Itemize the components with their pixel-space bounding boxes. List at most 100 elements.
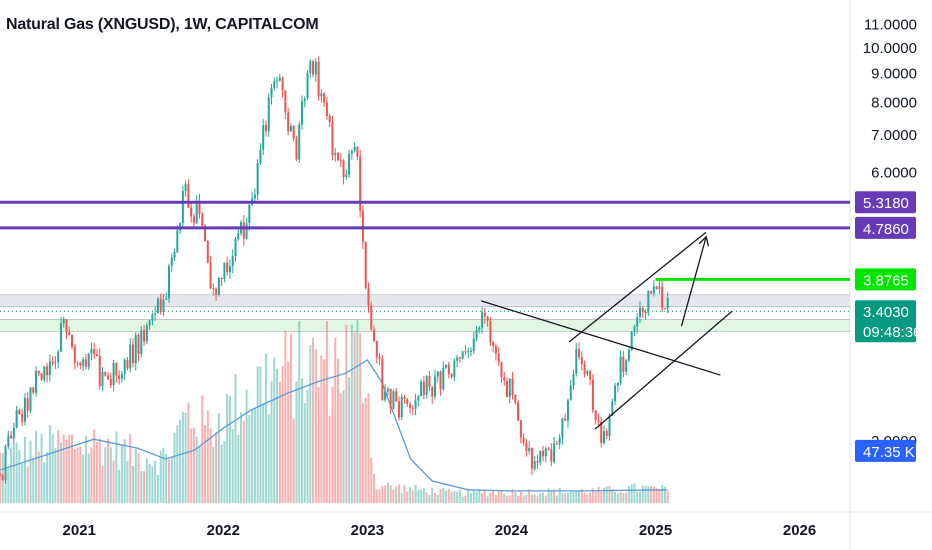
candle-body <box>597 420 600 422</box>
volume-bar <box>481 493 484 503</box>
candle-body <box>386 388 389 392</box>
candle-body <box>59 323 62 352</box>
y-tick-label: 9.0000 <box>871 66 917 83</box>
volume-bar <box>59 442 62 503</box>
candle-body <box>605 430 608 437</box>
volume-bar <box>555 495 558 503</box>
candle-body <box>76 362 79 364</box>
candle-body <box>0 475 1 477</box>
candle-body <box>622 356 625 372</box>
volume-bar <box>120 444 123 503</box>
candle-body <box>162 299 165 313</box>
y-tick-label: 11.0000 <box>864 17 917 34</box>
y-tick-label: 8.0000 <box>871 94 917 111</box>
candle-body <box>267 97 270 132</box>
candle-body <box>73 346 76 363</box>
candle-body <box>145 325 148 342</box>
candle-body <box>478 327 481 330</box>
volume-bar <box>264 353 267 503</box>
y-tick-label: 7.0000 <box>871 127 917 144</box>
volume-bar <box>428 495 431 503</box>
volume-bar <box>392 489 395 503</box>
candle-body <box>48 361 51 376</box>
candle-body <box>154 313 157 315</box>
last-price-badge: 3.4030 09:48:36 <box>855 300 921 343</box>
candle-body <box>431 387 434 397</box>
candle-body <box>15 409 18 428</box>
volume-bar <box>131 465 134 503</box>
candle-body <box>123 359 126 374</box>
candle-body <box>159 298 162 313</box>
volume-bar <box>267 414 270 503</box>
candle-body <box>467 351 470 353</box>
volume-bar <box>409 487 412 503</box>
volume-bar <box>464 495 467 503</box>
candle-body <box>561 418 564 438</box>
candle-body <box>575 349 578 374</box>
volume-bar <box>530 494 533 503</box>
volume-bar <box>630 484 633 503</box>
candle-body <box>287 112 290 132</box>
volume-bar <box>547 488 550 503</box>
volume-bar <box>644 485 647 503</box>
x-axis: 2021 2022 2023 2024 2025 2026 <box>63 522 817 539</box>
volume-bar <box>650 486 653 503</box>
candle-body <box>90 349 93 354</box>
candle-body <box>306 72 309 99</box>
candle-body <box>223 262 226 280</box>
candle-body <box>417 396 420 401</box>
volume-bar <box>101 466 104 503</box>
volume-bar <box>309 345 312 503</box>
volume-bar <box>292 418 295 503</box>
candle-body <box>489 320 492 343</box>
volume-bar <box>181 411 184 503</box>
candle-body <box>469 351 472 353</box>
candle-body <box>95 354 98 356</box>
candle-body <box>339 159 342 161</box>
candle-body <box>334 152 337 156</box>
candle-body <box>348 153 351 175</box>
candle-body <box>262 125 265 150</box>
volume-bar <box>492 490 495 503</box>
volume-bar <box>29 440 32 503</box>
volume-bar <box>381 486 384 503</box>
volume-bar <box>320 355 323 503</box>
candle-body <box>168 265 171 299</box>
volume-bar <box>500 490 503 503</box>
candle-body <box>342 160 345 178</box>
volume-bar <box>511 489 514 503</box>
volume-bar <box>655 488 658 503</box>
candle-body <box>392 391 395 409</box>
candle-body <box>68 331 71 335</box>
volume-bar <box>176 425 179 503</box>
volume-bar <box>472 489 475 503</box>
candle-body <box>46 366 49 376</box>
candle-body <box>425 375 428 396</box>
candle-body <box>350 150 353 154</box>
volume-bar <box>503 493 506 503</box>
candle-body <box>323 93 326 103</box>
volume-bar <box>306 389 309 503</box>
candle-body <box>378 357 381 359</box>
candle-body <box>536 461 539 463</box>
candle-body <box>492 342 495 346</box>
candle-body <box>129 344 132 369</box>
volume-bar <box>226 394 229 503</box>
candle-body <box>148 320 151 326</box>
candle-body <box>514 394 517 403</box>
candle-body <box>433 376 436 397</box>
candle-body <box>264 125 267 132</box>
volume-bar <box>281 365 284 503</box>
candle-body <box>506 380 509 398</box>
candle-body <box>134 335 137 364</box>
volume-bar <box>442 488 445 503</box>
volume-bar <box>154 460 157 503</box>
level-badge-1: 4.7860 <box>855 216 916 239</box>
candle-body <box>71 334 74 347</box>
candle-body <box>23 398 26 422</box>
candle-body <box>228 266 231 273</box>
volume-bar <box>148 463 151 503</box>
volume-bar <box>12 445 15 503</box>
